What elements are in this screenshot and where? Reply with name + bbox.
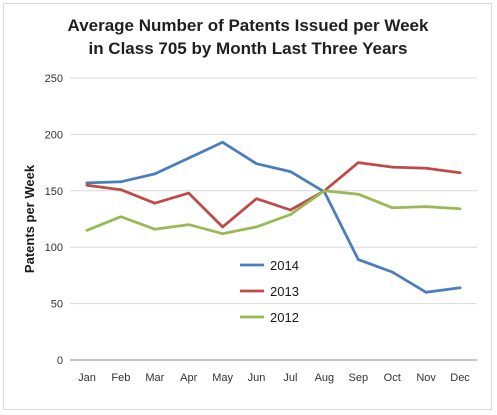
data-point xyxy=(356,161,360,164)
data-point xyxy=(187,191,191,195)
series-2013 xyxy=(85,161,462,229)
data-point xyxy=(119,180,123,184)
y-axis-label: Patents per Week xyxy=(22,164,37,273)
x-axis-tick-labels: Jan Feb Mar Apr May Jun Jul Aug Sep Oct Nov Dec xyxy=(78,372,470,384)
series-line-2013 xyxy=(85,161,462,229)
y-tick-label: 100 xyxy=(45,242,63,254)
data-point xyxy=(458,207,462,211)
data-point xyxy=(356,192,360,196)
x-tick-label: Jun xyxy=(248,372,266,384)
data-point xyxy=(187,156,191,160)
data-point xyxy=(221,140,224,144)
data-point xyxy=(255,162,258,166)
series-2014 xyxy=(85,140,462,294)
y-axis-tick-labels: 0 50 100 150 200 250 xyxy=(45,73,63,367)
series-2012 xyxy=(85,189,462,236)
legend-item-2013: 2013 xyxy=(240,284,299,299)
legend-item-2012: 2012 xyxy=(240,310,299,325)
data-point xyxy=(85,228,89,232)
data-point xyxy=(356,258,360,261)
chart-title-line-2: in Class 705 by Month Last Three Years xyxy=(88,39,407,58)
data-point xyxy=(424,291,428,294)
data-point xyxy=(390,165,394,169)
legend-label: 2014 xyxy=(270,258,299,273)
x-tick-label: Dec xyxy=(450,372,470,384)
data-point xyxy=(458,286,462,290)
data-point xyxy=(390,270,394,274)
x-tick-label: Mar xyxy=(145,372,164,384)
x-tick-label: Oct xyxy=(384,372,401,384)
y-tick-label: 150 xyxy=(45,186,63,198)
data-point xyxy=(187,223,191,226)
legend-label: 2013 xyxy=(270,284,299,299)
series-line-2014 xyxy=(85,140,462,294)
data-point xyxy=(323,189,326,193)
chart-title-line-1: Average Number of Patents Issued per Wee… xyxy=(68,16,429,35)
data-point xyxy=(390,206,394,210)
x-tick-label: Apr xyxy=(180,372,197,384)
data-point xyxy=(119,215,123,219)
data-point xyxy=(221,225,224,229)
data-point xyxy=(424,166,428,170)
y-tick-label: 250 xyxy=(45,73,63,85)
y-tick-label: 0 xyxy=(57,355,63,367)
data-point xyxy=(289,213,292,216)
data-point xyxy=(85,181,89,185)
data-point xyxy=(221,232,224,235)
x-tick-label: Jan xyxy=(78,372,96,384)
data-point xyxy=(153,172,157,176)
y-tick-label: 200 xyxy=(45,129,63,141)
x-tick-label: Jul xyxy=(283,372,297,384)
x-tick-label: Nov xyxy=(416,372,436,384)
chart-title: Average Number of Patents Issued per Wee… xyxy=(68,16,429,58)
series-lines xyxy=(85,140,462,294)
data-point xyxy=(289,170,292,173)
data-point xyxy=(458,171,462,175)
x-tick-label: Feb xyxy=(111,372,130,384)
series-line-2012 xyxy=(85,189,462,236)
data-point xyxy=(85,183,89,187)
x-tick-label: Aug xyxy=(315,372,335,384)
y-tick-label: 50 xyxy=(51,299,63,311)
legend-label: 2012 xyxy=(270,310,299,325)
data-point xyxy=(119,188,123,191)
data-point xyxy=(289,208,292,212)
data-point xyxy=(255,197,258,200)
legend-item-2014: 2014 xyxy=(240,258,299,273)
data-point xyxy=(255,225,258,229)
data-point xyxy=(153,227,157,231)
x-tick-label: May xyxy=(212,372,233,384)
data-point xyxy=(424,205,428,208)
legend: 2014 2013 2012 xyxy=(240,258,299,325)
x-tick-label: Sep xyxy=(349,372,369,384)
gridlines xyxy=(70,77,477,361)
data-point xyxy=(153,201,157,205)
